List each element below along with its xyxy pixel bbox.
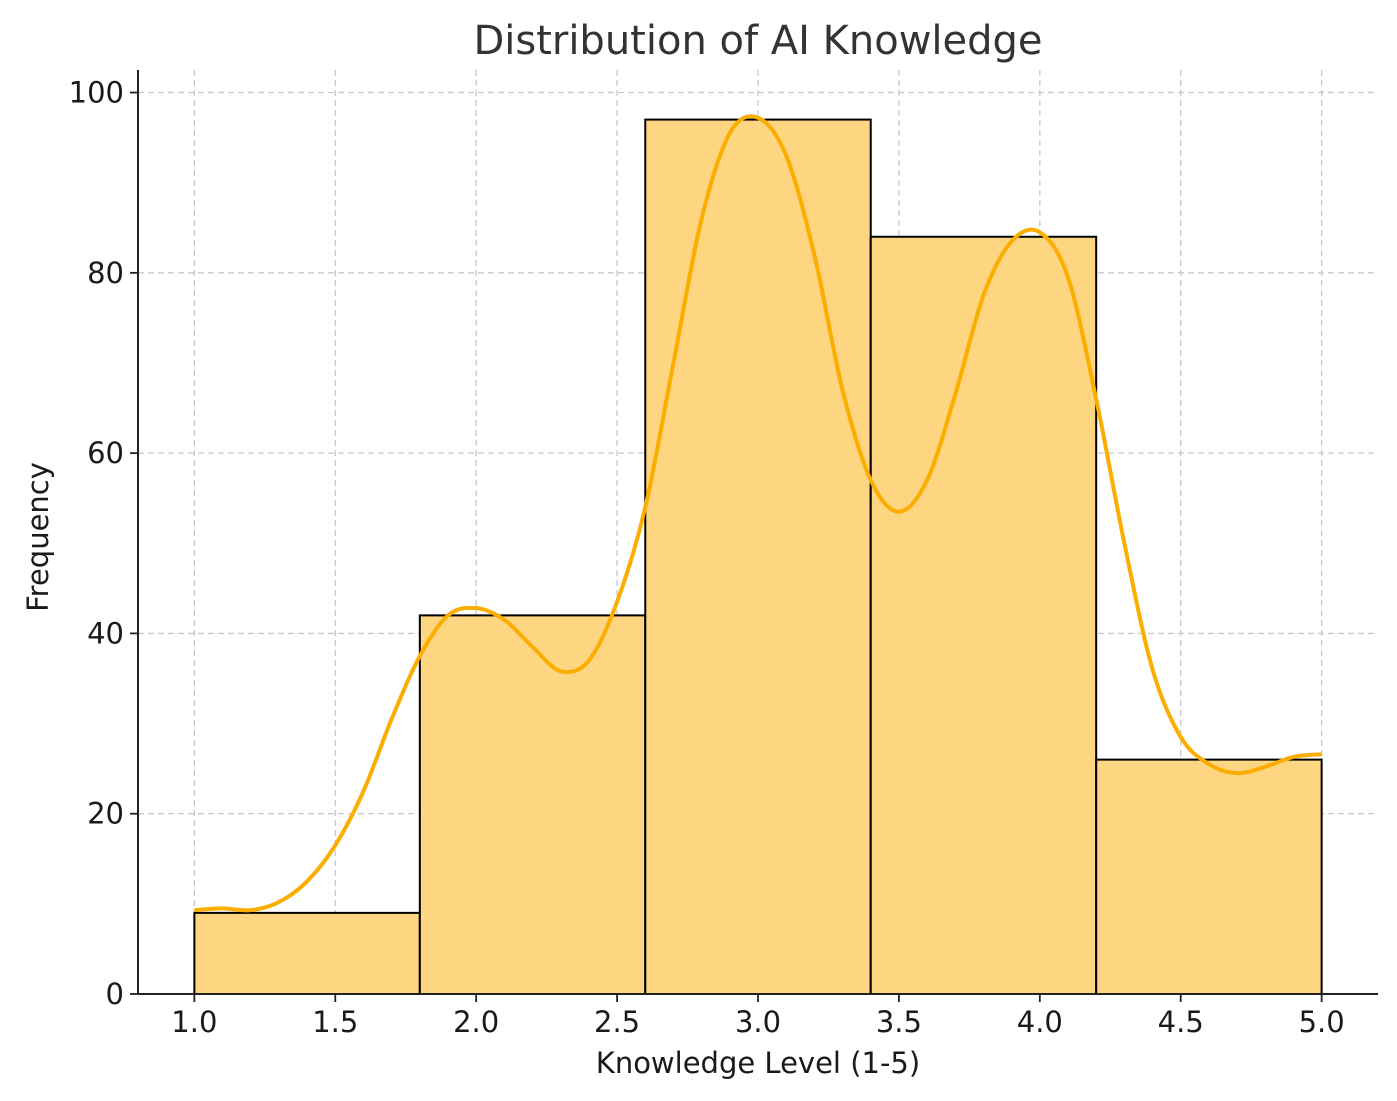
histogram-bars — [193, 118, 1323, 995]
y-axis-label: Frequency — [21, 462, 55, 612]
y-tick-label-3: 60 — [87, 436, 124, 470]
y-tick-label-1: 20 — [87, 797, 124, 831]
x-tick-label-1: 1.5 — [312, 1005, 358, 1039]
histogram-bar-1 — [193, 911, 421, 995]
x-axis-label: Knowledge Level (1-5) — [596, 1046, 920, 1080]
x-tick-label-0: 1.0 — [171, 1005, 217, 1039]
x-tick-label-4: 3.0 — [735, 1005, 781, 1039]
x-tick-label-2: 2.0 — [453, 1005, 499, 1039]
x-tick-label-3: 2.5 — [594, 1005, 640, 1039]
y-tick-label-4: 80 — [87, 256, 124, 290]
x-tick-label-6: 4.0 — [1017, 1005, 1063, 1039]
kde-curve — [194, 114, 1322, 913]
histogram-bar-4 — [869, 235, 1098, 995]
y-tick-label-5: 100 — [69, 76, 124, 110]
x-tick-label-8: 5.0 — [1299, 1005, 1345, 1039]
x-tick-label-7: 4.5 — [1158, 1005, 1204, 1039]
x-tick-label-5: 3.5 — [876, 1005, 922, 1039]
histogram-bar-2 — [418, 614, 647, 995]
x-axis-ticks: 1.0 1.5 2.0 2.5 3.0 3.5 4.0 4.5 5.0 — [171, 994, 1345, 1039]
y-tick-label-0: 0 — [106, 977, 124, 1011]
histogram-bar-5 — [1095, 758, 1323, 995]
histogram-bar-3 — [644, 118, 872, 995]
chart-title: Distribution of AI Knowledge — [473, 18, 1042, 64]
y-axis-ticks: 0 20 40 60 80 100 — [69, 76, 138, 1011]
y-tick-label-2: 40 — [87, 616, 124, 650]
